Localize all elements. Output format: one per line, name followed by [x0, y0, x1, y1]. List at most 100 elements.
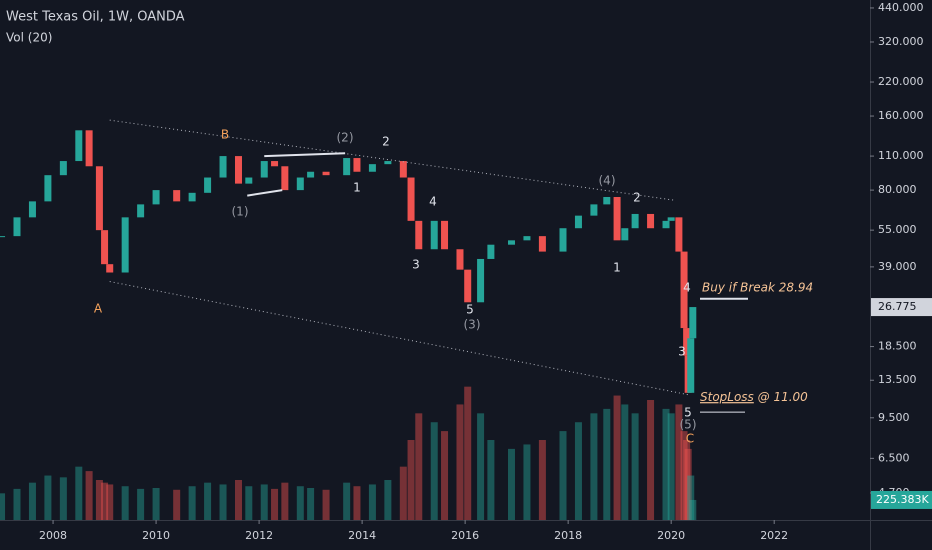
last-price-label: 26.775 — [878, 300, 917, 313]
last-volume-box — [871, 490, 932, 509]
volume-bar — [59, 477, 67, 520]
candle — [121, 217, 129, 273]
volume-bar — [106, 484, 114, 520]
volume-bar — [28, 482, 36, 520]
candle — [675, 217, 683, 252]
candle — [613, 197, 621, 241]
volume-bar — [464, 386, 472, 520]
candle — [477, 258, 485, 303]
candle — [28, 201, 36, 218]
candle — [343, 158, 351, 176]
buy-note: Buy if Break 28.94 — [702, 280, 813, 294]
candle — [590, 204, 598, 216]
wave-label: 3 — [678, 345, 686, 359]
candle — [441, 220, 449, 250]
x-tick-label: 2022 — [760, 529, 788, 542]
candle — [137, 204, 145, 218]
candle — [260, 161, 268, 178]
candle — [464, 269, 472, 303]
volume-bar — [245, 486, 253, 520]
candle — [689, 307, 697, 339]
volume-bar — [322, 489, 330, 520]
volume-bar — [75, 466, 83, 520]
candle — [384, 161, 392, 165]
wave-label: (3) — [464, 318, 481, 332]
volume-bar — [684, 448, 692, 520]
candle — [75, 130, 83, 162]
volume-bar — [621, 404, 629, 520]
volume-bar — [260, 484, 268, 520]
wave-label: A — [94, 302, 103, 316]
volume-bar — [523, 444, 531, 520]
candle — [680, 251, 688, 329]
volume-bar — [559, 431, 567, 520]
volume-bar — [152, 488, 160, 520]
volume-bar — [574, 422, 582, 520]
candle — [662, 220, 670, 229]
trendline — [247, 189, 283, 197]
volume-bar — [0, 493, 6, 520]
candle — [59, 161, 67, 176]
volume-bar — [538, 440, 546, 520]
wave-label: (5) — [680, 418, 697, 432]
wave-label: 5 — [684, 406, 692, 420]
y-tick-label: 220.000 — [878, 75, 924, 88]
candle — [621, 228, 629, 241]
candle — [631, 213, 639, 229]
y-tick-label: 440.000 — [878, 1, 924, 14]
volume-bar — [407, 440, 415, 520]
candle — [152, 190, 160, 205]
candle — [687, 338, 695, 393]
x-tick-label: 2020 — [657, 529, 685, 542]
volume-bar — [631, 413, 639, 520]
candle — [234, 156, 242, 184]
volume-bar — [689, 499, 697, 520]
last-price-box — [871, 298, 932, 317]
candle — [415, 220, 423, 250]
volume-bar — [613, 395, 621, 520]
candle — [407, 177, 415, 221]
candle — [245, 177, 253, 184]
trendline — [264, 152, 346, 158]
candle — [106, 264, 114, 273]
candle — [523, 236, 531, 241]
volume-bar — [590, 413, 598, 520]
candle — [399, 161, 407, 178]
volume-bar — [296, 486, 304, 520]
candle — [85, 130, 93, 167]
volume-bar — [399, 466, 407, 520]
volume-bar — [675, 404, 683, 520]
volume-bar — [368, 484, 376, 520]
volume-bar — [121, 486, 129, 520]
wave-label: 3 — [412, 258, 420, 272]
candle — [456, 249, 464, 270]
candle — [574, 215, 582, 229]
volume-bar — [281, 482, 289, 520]
volume-bar — [219, 484, 227, 520]
volume-bar — [683, 440, 691, 520]
candle — [603, 197, 611, 205]
y-tick-label: 80.000 — [878, 183, 917, 196]
candle — [559, 228, 567, 252]
candle — [507, 240, 515, 245]
volume-bar — [95, 480, 103, 520]
volume-bar — [343, 482, 351, 520]
candle — [683, 328, 691, 356]
volume-bar — [44, 475, 52, 520]
trendline — [109, 281, 691, 396]
x-tick-label: 2018 — [554, 529, 582, 542]
volume-bar — [415, 413, 423, 520]
volume-bar — [687, 475, 695, 520]
x-tick-label: 2008 — [39, 529, 67, 542]
volume-bar — [188, 486, 196, 520]
wave-label: 5 — [466, 303, 474, 317]
y-tick-label: 9.500 — [878, 411, 910, 424]
last-volume-label: 225.383K — [876, 493, 929, 506]
volume-bar — [603, 408, 611, 520]
volume-legend: Vol (20) — [6, 31, 52, 45]
wave-label: 4 — [429, 195, 437, 209]
candle — [173, 190, 181, 202]
chart-title: West Texas Oil, 1W, OANDA — [6, 10, 185, 25]
y-tick-label: 13.500 — [878, 373, 917, 386]
x-tick-label: 2016 — [451, 529, 479, 542]
